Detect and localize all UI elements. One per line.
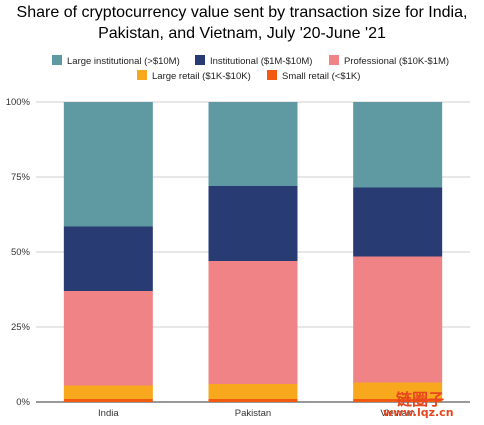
legend-swatch	[137, 70, 147, 80]
y-tick-label: 50%	[11, 247, 31, 258]
x-tick-label: Vietnam	[380, 408, 415, 419]
chart-title-line-1: Share of cryptocurrency value sent by tr…	[16, 4, 468, 21]
bar-segment	[353, 399, 443, 402]
y-tick-label: 25%	[11, 322, 31, 333]
bar-segment	[63, 385, 153, 399]
bar-segment	[353, 382, 443, 399]
bar-segment	[353, 256, 443, 383]
bar-segment	[63, 102, 153, 227]
legend-swatch	[195, 55, 205, 65]
legend-swatch	[329, 55, 339, 65]
bar-segment	[208, 186, 298, 261]
bar-segment	[208, 261, 298, 384]
y-tick-label: 75%	[11, 172, 31, 183]
bar-segment	[353, 102, 443, 188]
legend-swatch	[52, 55, 62, 65]
bar-segment	[63, 399, 153, 402]
bar-segment	[208, 384, 298, 399]
legend-label: Large institutional (>$10M)	[67, 56, 180, 67]
bar-segment	[63, 291, 153, 386]
legend-label: Large retail ($1K-$10K)	[152, 71, 251, 82]
bar-segment	[208, 102, 298, 186]
legend-swatch	[267, 70, 277, 80]
watermark-logo-text: 链圈子	[396, 390, 445, 409]
bar-segment	[353, 187, 443, 257]
chart-title-line-2: Pakistan, and Vietnam, July '20-June '21	[98, 25, 386, 42]
bar-segment	[208, 399, 298, 402]
x-tick-label: Pakistan	[235, 408, 271, 419]
legend-label: Institutional ($1M-$10M)	[210, 56, 312, 67]
legend-label: Small retail (<$1K)	[282, 71, 360, 82]
legend-label: Professional ($10K-$1M)	[344, 56, 449, 67]
bar-segment	[63, 226, 153, 291]
y-tick-label: 0%	[16, 397, 30, 408]
x-tick-label: India	[98, 408, 119, 419]
y-tick-label: 100%	[6, 97, 31, 108]
watermark-url: www.lqz.cn	[383, 406, 454, 419]
